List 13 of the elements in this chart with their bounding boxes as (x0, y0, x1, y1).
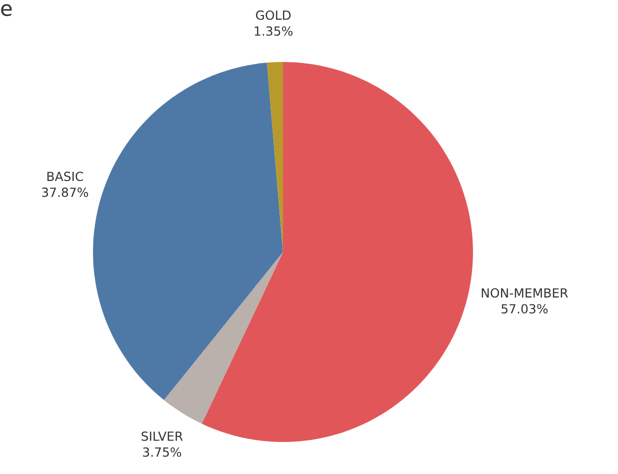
data-label: 3.75% (143, 447, 182, 457)
slice-label: BASIC (47, 172, 83, 182)
pie-slice (266, 62, 283, 252)
slice-label: GOLD (256, 10, 291, 20)
pie-slice (202, 62, 473, 442)
data-label: 57.03% (502, 304, 548, 314)
slice-label: NON-MEMBER (482, 288, 568, 298)
data-label: 37.87% (42, 188, 88, 198)
data-label: 1.35% (254, 26, 292, 36)
slice-label: SILVER (142, 431, 183, 441)
pie-slice (93, 62, 283, 400)
text: e (1, 4, 12, 16)
pie-slice (164, 252, 283, 424)
